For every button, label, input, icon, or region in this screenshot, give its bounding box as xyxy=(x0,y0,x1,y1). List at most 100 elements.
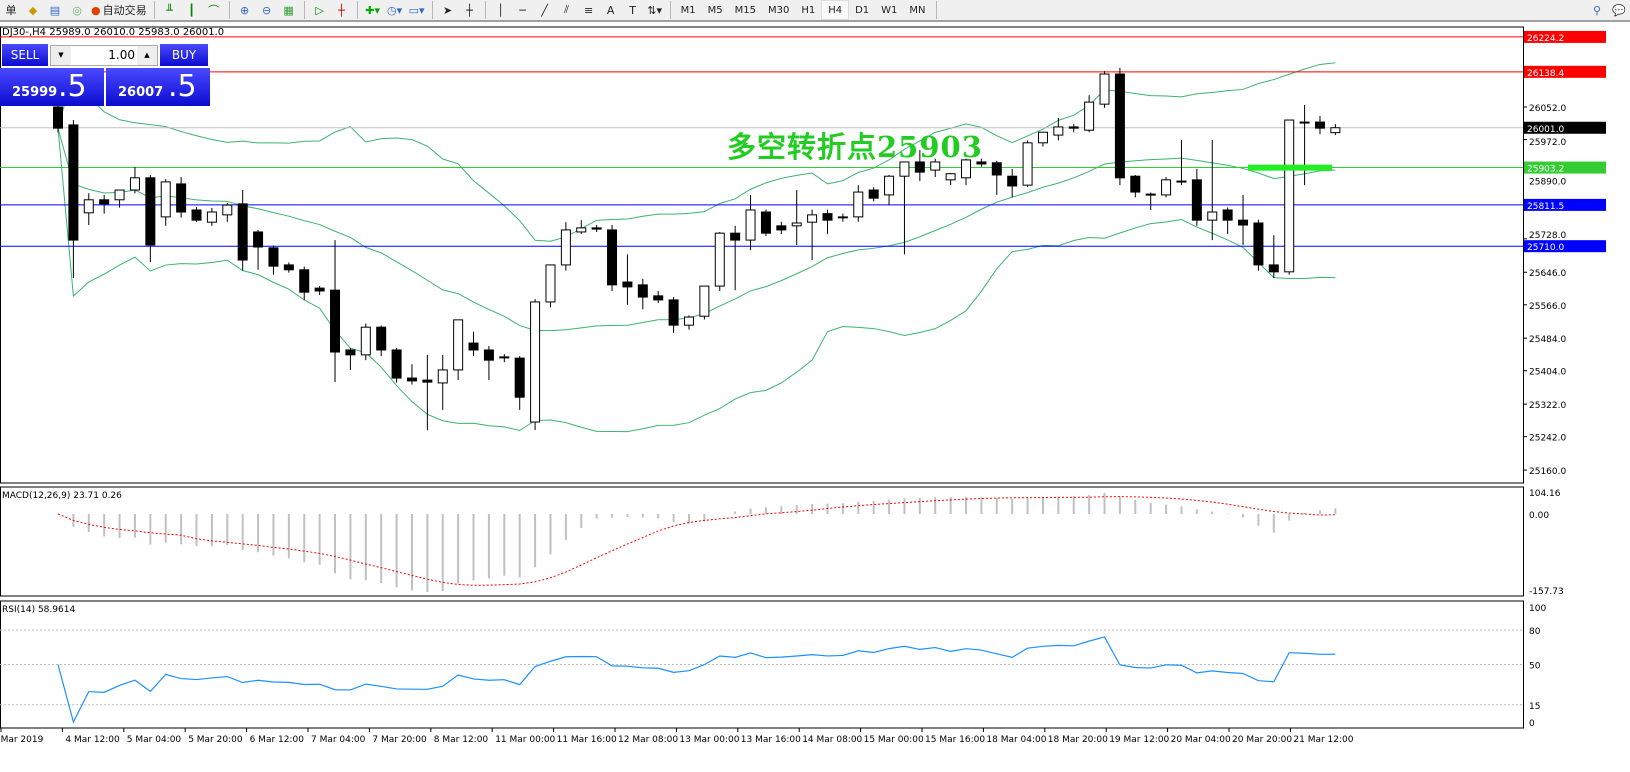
separator xyxy=(303,1,305,19)
bearish-candle xyxy=(668,299,679,326)
chat-icon[interactable]: 💬 xyxy=(1612,3,1626,17)
equidistant-channel-icon[interactable]: ⫽ xyxy=(564,3,570,16)
bar-chart-icon[interactable]: ╨ xyxy=(166,3,173,17)
decrease-lot-icon[interactable]: ▼ xyxy=(51,46,71,65)
rsi-axis-label: 100 xyxy=(1529,604,1546,614)
sell-price-main: 25999 xyxy=(12,85,58,100)
time-axis-label: 7 Mar 20:00 xyxy=(372,735,427,745)
time-axis-label: 14 Mar 08:00 xyxy=(802,735,862,745)
chart-area[interactable]: 26052.0 25972.0 25890.0 25728.0 25646.0 25566… xyxy=(0,24,1630,772)
chart-header: DJ30-,H4 25989.0 26010.0 25983.0 26001.0 xyxy=(2,27,225,38)
text-label-icon[interactable]: T xyxy=(629,3,636,17)
auto-scroll-icon[interactable]: ▷ xyxy=(315,3,324,17)
signals-icon[interactable]: ◎ xyxy=(72,3,82,17)
timeframe-mn[interactable]: MN xyxy=(909,4,926,16)
cursor-icon[interactable]: ➤ xyxy=(443,3,453,17)
terminal-icon[interactable]: ▤ xyxy=(49,3,61,17)
bullish-candle xyxy=(945,173,956,181)
bullish-candle xyxy=(930,161,941,171)
vertical-line-icon[interactable]: │ xyxy=(497,3,504,17)
bearish-candle xyxy=(406,377,417,382)
bearish-candle xyxy=(99,199,110,205)
rsi-axis-label: 80 xyxy=(1529,627,1541,637)
indicators-icon[interactable]: ✚▾ xyxy=(365,3,380,17)
bearish-candle xyxy=(176,183,187,213)
time-axis-label: 5 Mar 04:00 xyxy=(127,735,182,745)
search-icon[interactable]: ⚲ xyxy=(1592,3,1602,17)
auto-trading-icon: ● xyxy=(91,3,101,17)
sell-button[interactable]: SELL xyxy=(2,44,48,66)
bearish-candle xyxy=(776,225,787,231)
text-tool-icon[interactable]: A xyxy=(606,3,615,17)
bearish-candle xyxy=(268,247,279,267)
line-chart-icon[interactable]: ⌒ xyxy=(208,4,220,17)
lot-size-stepper[interactable]: ▼ 1.00 ▲ xyxy=(50,45,158,66)
bearish-candle xyxy=(622,281,633,288)
price-level-label: 26224.2 xyxy=(1527,34,1564,44)
bearish-candle xyxy=(376,326,387,351)
horizontal-line-icon[interactable]: ─ xyxy=(519,3,526,17)
auto-trading-label: 自动交易 xyxy=(102,4,147,17)
templates-icon[interactable]: ▭▾ xyxy=(408,3,425,17)
trendline-icon[interactable]: ╱ xyxy=(541,3,548,17)
expert-icon[interactable]: ◆ xyxy=(28,3,38,17)
price-level-label: 26138.4 xyxy=(1527,69,1564,79)
periods-icon[interactable]: ◷▾ xyxy=(387,3,403,17)
timeframe-h1[interactable]: H1 xyxy=(801,4,816,16)
bearish-candle xyxy=(1268,264,1279,273)
increase-lot-icon[interactable]: ▲ xyxy=(137,46,157,65)
buy-price-button[interactable]: 26007 .5 xyxy=(106,68,210,106)
bearish-candle xyxy=(68,124,79,241)
tile-windows-icon[interactable]: ▦ xyxy=(283,3,294,17)
bearish-candle xyxy=(1114,73,1125,179)
zoom-in-icon[interactable]: ⊕ xyxy=(240,3,250,17)
bearish-candle xyxy=(422,379,433,383)
menu-fragment[interactable]: 单 xyxy=(5,4,17,17)
bearish-candle xyxy=(499,356,510,359)
timeframe-m15[interactable]: M15 xyxy=(734,4,756,16)
bearish-candle xyxy=(1068,126,1079,129)
zoom-out-icon[interactable]: ⊖ xyxy=(262,3,272,17)
price-level-label: 26001.0 xyxy=(1527,125,1564,135)
time-axis-label: 11 Mar 00:00 xyxy=(495,735,555,745)
bearish-candle xyxy=(514,357,525,398)
price-axis-label: 25972.0 xyxy=(1529,138,1566,148)
one-click-trading-panel: SELL ▼ 1.00 ▲ BUY 25999 .5 26007 .5 xyxy=(0,44,210,106)
lot-size-value[interactable]: 1.00 xyxy=(108,48,135,62)
price-pane xyxy=(0,26,1524,484)
bullish-candle xyxy=(560,229,571,266)
rsi-axis-label: 50 xyxy=(1529,662,1541,672)
bearish-candle xyxy=(345,349,356,356)
bearish-candle xyxy=(253,231,264,248)
auto-trading-button[interactable]: ● 自动交易 xyxy=(88,0,150,20)
macd-axis-zero: 0.00 xyxy=(1529,511,1549,521)
price-axis-label: 25242.0 xyxy=(1529,434,1566,444)
sell-price-button[interactable]: 25999 .5 xyxy=(0,68,104,106)
timeframe-m5[interactable]: M5 xyxy=(707,4,723,16)
bearish-candle xyxy=(53,106,63,129)
time-axis-label: 21 Mar 12:00 xyxy=(1293,735,1353,745)
crosshair-icon[interactable]: ┼ xyxy=(466,3,473,17)
fibonacci-icon[interactable]: ≡ xyxy=(584,3,594,17)
macd-label: MACD(12,26,9) 23.71 0.26 xyxy=(2,491,122,501)
price-axis-label: 25890.0 xyxy=(1529,178,1566,188)
timeframe-w1[interactable]: W1 xyxy=(881,4,898,16)
buy-button[interactable]: BUY xyxy=(160,44,208,66)
bearish-candle xyxy=(1299,121,1310,124)
time-axis-label: 20 Mar 20:00 xyxy=(1232,735,1292,745)
bearish-candle xyxy=(237,203,248,261)
timeframe-m30[interactable]: M30 xyxy=(767,4,790,16)
bullish-candle xyxy=(1161,179,1172,196)
chart-shift-icon[interactable]: ┼ xyxy=(338,3,345,17)
timeframe-d1[interactable]: D1 xyxy=(855,4,870,16)
rsi-label: RSI(14) 58.9614 xyxy=(2,605,75,615)
bullish-candle xyxy=(437,369,448,384)
candlestick-icon[interactable]: ┃ xyxy=(188,3,195,17)
timeframe-m1[interactable]: M1 xyxy=(680,4,696,16)
rsi-axis-label: 0 xyxy=(1529,719,1535,729)
timeframe-h4[interactable]: H4 xyxy=(821,0,850,20)
pivot-marker xyxy=(1248,164,1332,171)
bearish-candle xyxy=(760,211,771,234)
price-level-label: 25811.5 xyxy=(1527,202,1564,212)
arrows-icon[interactable]: ⇅▾ xyxy=(647,3,662,17)
